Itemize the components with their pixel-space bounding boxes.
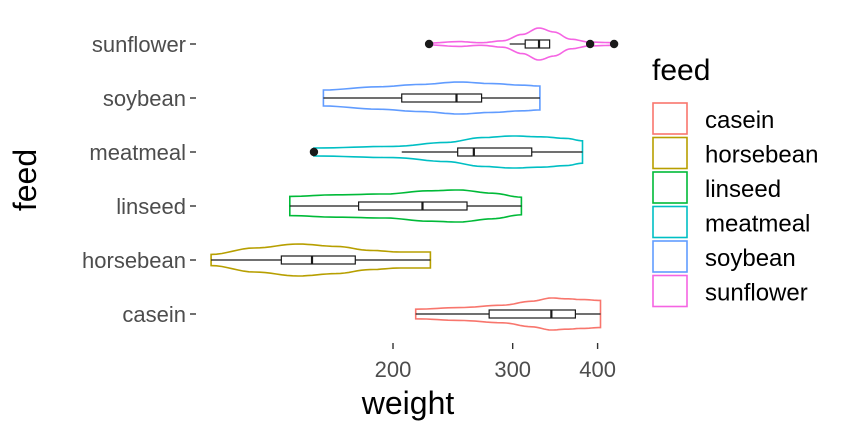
x-tick-label: 300 (494, 357, 531, 382)
legend-key-linseed (652, 171, 688, 204)
box-iqr (280, 255, 356, 265)
violin-group-horsebean (210, 243, 432, 277)
y-tick-label: casein (122, 302, 186, 327)
violin-group-meatmeal (309, 135, 584, 169)
x-axis-title: weight (361, 385, 455, 421)
violin-soybean (322, 81, 541, 115)
y-tick-label: meatmeal (89, 140, 186, 165)
legend-label-soybean: soybean (705, 245, 796, 272)
legend-label-sunflower: sunflower (705, 280, 808, 307)
violin-group-linseed (289, 189, 523, 223)
outlier-point (309, 147, 319, 157)
legend-key-soybean (652, 240, 688, 273)
x-tick-label: 400 (579, 357, 616, 382)
y-axis-title: feed (7, 149, 43, 211)
box-iqr (488, 309, 576, 319)
violin-casein (414, 297, 602, 331)
violin-meatmeal (313, 135, 584, 169)
violin-horsebean (210, 243, 432, 277)
legend-label-meatmeal: meatmeal (705, 211, 810, 238)
box-iqr (457, 147, 533, 157)
legend-key-horsebean (652, 136, 688, 170)
y-tick-label: soybean (103, 86, 186, 111)
legend: feed casein horsebean linseed meatmeal soybe… (652, 54, 818, 308)
y-tick-label: horsebean (82, 248, 186, 273)
legend-label-casein: casein (705, 107, 774, 134)
plot-panel (210, 27, 619, 331)
y-tick-label: sunflower (92, 32, 186, 57)
legend-label-horsebean: horsebean (705, 142, 818, 169)
y-tick-label: linseed (116, 194, 186, 219)
legend-label-linseed: linseed (705, 176, 781, 203)
outlier-point (609, 39, 619, 49)
y-axis: casein horsebean linseed meatmeal soybean sun… (82, 32, 196, 327)
box-iqr (401, 93, 483, 103)
outlier-point (424, 39, 434, 49)
box-iqr (358, 201, 468, 211)
legend-key-casein (652, 102, 688, 135)
violin-linseed (289, 189, 523, 223)
x-axis: 200 300 400 (375, 343, 616, 382)
box-iqr (524, 39, 551, 49)
violin-group-soybean (322, 81, 541, 115)
violin-group-casein (414, 297, 602, 331)
violin-group-sunflower (424, 27, 619, 61)
outlier-point (585, 39, 595, 49)
legend-key-meatmeal (652, 205, 688, 239)
legend-title: feed (652, 54, 710, 87)
legend-key-sunflower (652, 274, 688, 308)
x-tick-label: 200 (375, 357, 412, 382)
